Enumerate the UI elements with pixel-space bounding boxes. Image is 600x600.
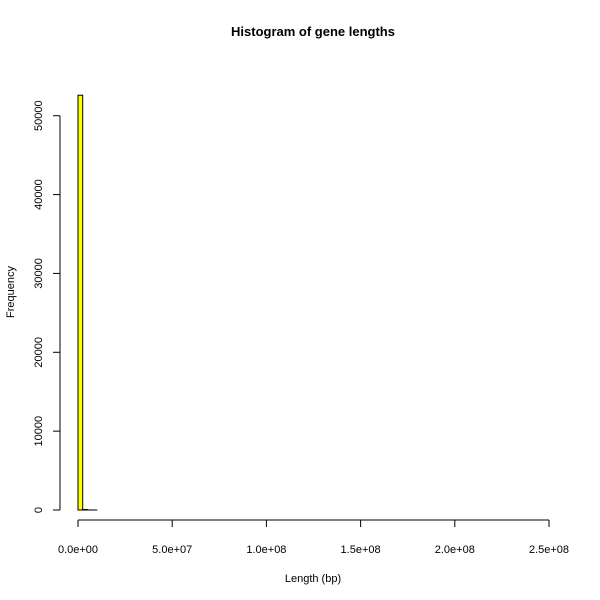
y-tick-label-3: 30000 [33, 258, 45, 289]
y-axis: 0 10000 20000 30000 40000 50000 [33, 100, 61, 513]
x-tick-label-5: 2.5e+08 [529, 544, 569, 556]
y-tick-label-0: 0 [33, 507, 45, 513]
y-tick-label-2: 20000 [33, 337, 45, 368]
chart-title: Histogram of gene lengths [231, 24, 395, 39]
x-tick-label-0: 0.0e+00 [58, 544, 98, 556]
x-tick-label-3: 1.5e+08 [341, 544, 381, 556]
y-tick-label-4: 40000 [33, 179, 45, 210]
y-axis-label: Frequency [5, 266, 17, 318]
x-tick-label-1: 5.0e+07 [152, 544, 192, 556]
y-tick-label-1: 10000 [33, 416, 45, 447]
x-axis: 0.0e+00 5.0e+07 1.0e+08 1.5e+08 2.0e+08 2.5e+… [58, 519, 569, 556]
x-tick-label-2: 1.0e+08 [246, 544, 286, 556]
y-tick-label-5: 50000 [33, 100, 45, 131]
x-tick-label-4: 2.0e+08 [435, 544, 475, 556]
histogram-bar-0 [77, 94, 84, 511]
histogram-bars [77, 94, 98, 511]
x-axis-label: Length (bp) [285, 573, 341, 585]
